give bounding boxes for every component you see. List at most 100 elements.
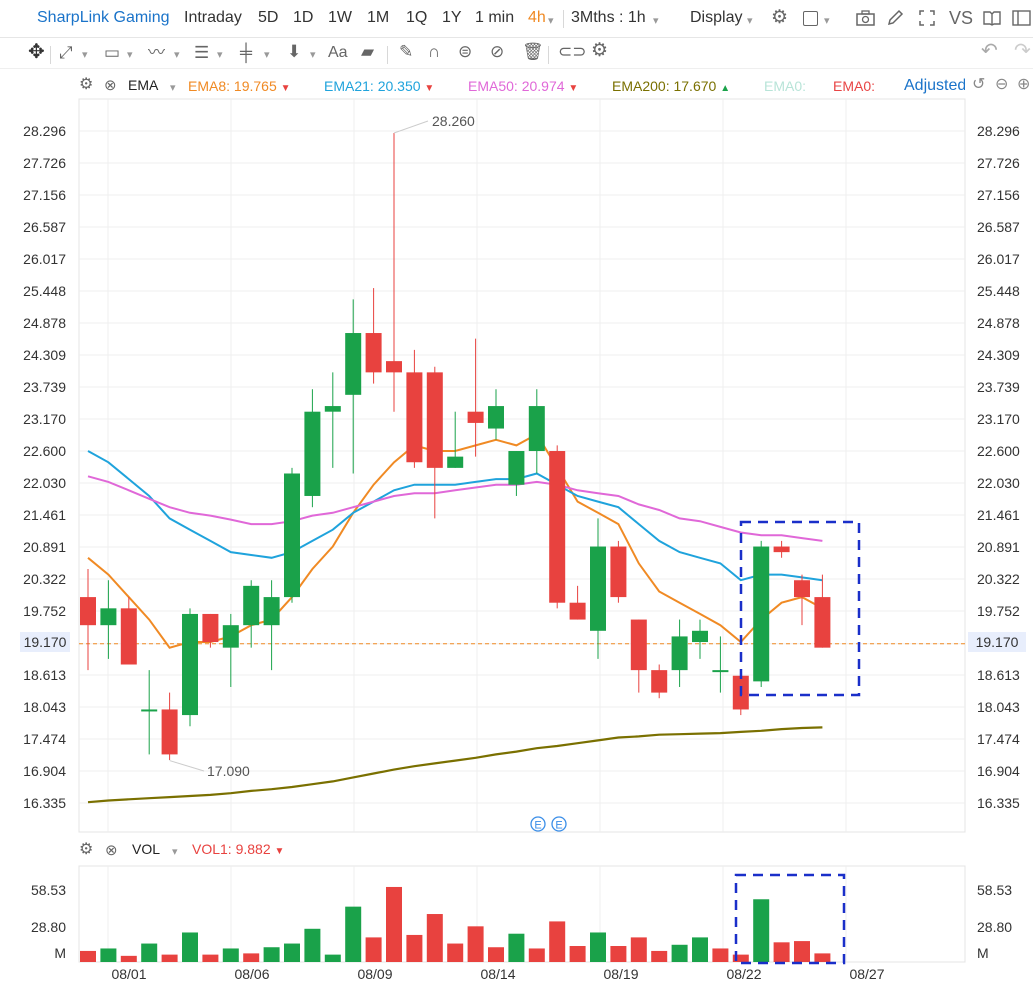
y-tick-left: 17.474 [23,731,66,747]
volume-bar [488,947,504,962]
chevron-down-icon[interactable]: ▾ [170,82,176,94]
wave-tool-icon[interactable]: 〰 [148,43,165,62]
period-5d[interactable]: 5D [258,9,279,26]
event-marker-label: E [555,820,562,832]
line-tool-icon[interactable]: ⤢ [59,43,73,62]
pen-icon[interactable]: ✎ [399,42,414,61]
ema0-legend-b: EMA0: [833,78,876,94]
candle-body [610,546,627,598]
ema50-legend: EMA50: 20.974 ▼ [468,78,579,94]
zoom-in-icon[interactable]: ⊕ [1017,76,1031,93]
chevron-down-icon[interactable]: ▾ [217,49,223,61]
period-1d[interactable]: 1D [293,9,314,26]
volume-bar [773,942,790,962]
period-1min[interactable]: 1 min [475,9,515,26]
chevron-down-icon[interactable]: ▾ [653,15,659,27]
candle [141,670,158,755]
camera-icon[interactable] [856,9,876,31]
y-tick-left: 24.878 [23,315,66,332]
fullscreen-icon[interactable] [918,9,936,31]
candle [304,389,321,508]
candle [324,372,341,468]
y-tick-left: 24.309 [23,347,66,363]
chevron-down-icon[interactable]: ▾ [824,15,830,27]
candle [182,608,198,727]
chevron-down-icon[interactable]: ▾ [174,49,180,61]
chevron-down-icon[interactable]: ▾ [82,49,88,61]
chevron-down-icon[interactable]: ▾ [548,15,554,27]
app-title: SharpLink Gaming [37,9,170,26]
eye-icon[interactable]: ⊜ [458,42,473,61]
link-icon[interactable]: ⊂⊃ [558,42,587,61]
y-tick-right: 26.587 [977,219,1020,236]
chevron-down-icon[interactable]: ▾ [747,15,753,27]
gear-icon[interactable]: ⚙ [79,841,94,858]
y-tick-right: 16.335 [977,795,1020,811]
adjusted-toggle[interactable]: Adjusted [904,77,965,94]
indicator-name: EMA [128,77,159,93]
candle-body [406,372,423,463]
x-tick: 08/14 [480,966,516,982]
move-icon[interactable]: ✥ [28,41,45,63]
period-intraday[interactable]: Intraday [184,9,242,26]
volume-bar [732,954,749,962]
chevron-down-icon[interactable]: ▾ [310,49,316,61]
volume-bar [161,954,178,962]
candle-body [161,709,178,755]
y-tick-left: 27.726 [23,155,66,172]
x-tick: 08/06 [234,966,270,982]
y-tick-left: 18.043 [23,699,66,716]
candle [488,389,504,440]
period-4h[interactable]: 4h [528,9,546,26]
close-icon[interactable]: ⊗ [105,842,118,859]
hide-icon[interactable]: ⊘ [490,42,505,61]
period-1w[interactable]: 1W [328,9,352,26]
chevron-down-icon[interactable]: ▾ [264,49,270,61]
pencil-icon[interactable] [886,9,904,31]
vol-y-tick: 28.80 [30,918,66,935]
y-tick-left: 22.600 [23,443,66,460]
chevron-down-icon[interactable]: ▾ [172,846,178,858]
ema0-legend-a: EMA0: [764,78,807,94]
chevron-down-icon[interactable]: ▾ [127,49,133,61]
range-select[interactable]: 3Mths : 1h [571,9,646,26]
y-tick-left: 28.296 [23,123,66,139]
settings-icon[interactable]: ⚙ [591,40,609,61]
display-menu[interactable]: Display [690,9,743,26]
measure-icon[interactable]: ╪ [240,43,253,62]
gear-icon[interactable]: ⚙ [79,76,94,93]
y-tick-right: 23.739 [977,379,1020,396]
period-1q[interactable]: 1Q [406,9,428,26]
text-tool-icon[interactable]: Aa [328,44,348,61]
vs-button[interactable]: VS [949,8,974,28]
vol-y-tick: 58.53 [977,882,1013,898]
x-tick: 08/09 [357,966,393,982]
book-icon[interactable] [982,9,1002,31]
volume-bar [263,947,280,962]
fibonacci-icon[interactable]: ☰ [194,43,210,62]
candle-body [590,546,606,631]
rectangle-tool-icon[interactable]: ▭ [104,43,121,62]
redo-icon[interactable]: ↷ [1014,40,1031,62]
low-annotation-line [169,760,205,772]
zoom-out-icon[interactable]: ⊖ [995,76,1009,93]
undo-icon[interactable]: ↶ [981,40,998,62]
magnet-icon[interactable]: ∩ [428,42,441,61]
event-marker-icon [530,816,546,832]
comment-icon[interactable]: ▰ [361,42,375,61]
candle-body [182,613,198,716]
y-tick-right: 18.613 [977,667,1020,684]
trash-icon[interactable]: 🗑 [522,42,544,61]
vol-y-tick: M [977,945,989,961]
gear-icon[interactable]: ⚙ [771,7,789,28]
checkbox-icon[interactable] [803,11,818,26]
volume-bar [712,948,729,962]
period-1y[interactable]: 1Y [442,9,462,26]
refresh-icon[interactable]: ↺ [972,76,986,93]
volume-bar [569,946,586,962]
close-icon[interactable]: ⊗ [104,77,117,94]
arrow-down-icon[interactable]: ⬇ [287,42,302,61]
sidebar-icon[interactable] [1012,9,1032,31]
period-1m[interactable]: 1M [367,9,390,26]
